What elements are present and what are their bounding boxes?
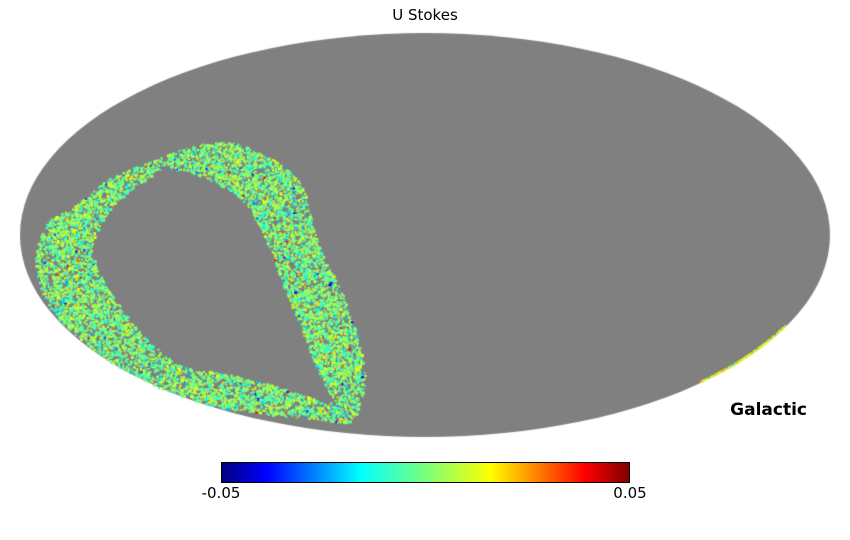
colorbar-min-label: -0.05 <box>201 484 241 502</box>
colorbar-max-label: 0.05 <box>613 484 647 502</box>
coordinate-system-label: Galactic <box>730 400 807 420</box>
colorbar-gradient <box>222 463 629 482</box>
figure-title: U Stokes <box>392 6 458 24</box>
colorbar <box>221 462 630 483</box>
